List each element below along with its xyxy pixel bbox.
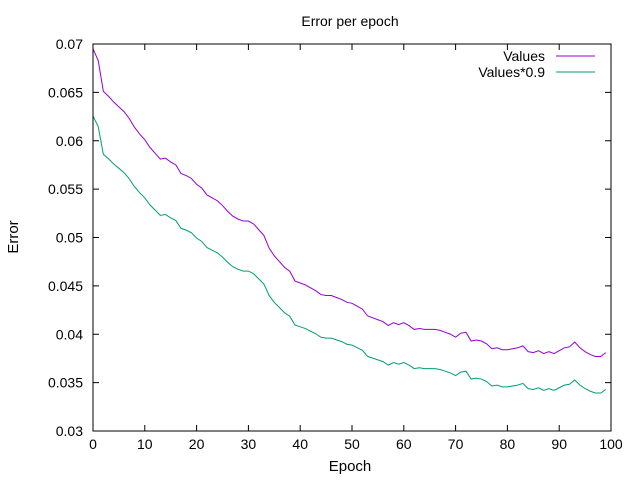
x-tick-label: 50: [344, 436, 360, 452]
chart-title: Error per epoch: [301, 13, 398, 29]
legend-label: Values*0.9: [478, 64, 545, 80]
x-tick-label: 60: [396, 436, 412, 452]
y-tick-label: 0.055: [48, 181, 83, 197]
y-tick-label: 0.07: [56, 36, 83, 52]
series-line-1: [92, 48, 607, 357]
series-layer: [92, 48, 607, 394]
y-tick-label: 0.045: [48, 278, 83, 294]
x-tick-label: 30: [241, 436, 257, 452]
y-tick-label: 0.065: [48, 84, 83, 100]
x-axis-ticks: 0 10 20 30 40 50 60 70 80 90 100: [89, 44, 623, 452]
y-tick-label: 0.05: [56, 230, 83, 246]
x-tick-label: 90: [551, 436, 567, 452]
x-tick-label: 100: [599, 436, 623, 452]
y-axis-label: Error: [5, 220, 22, 253]
y-tick-label: 0.035: [48, 375, 83, 391]
y-tick-label: 0.03: [56, 423, 83, 439]
x-axis-label: Epoch: [329, 458, 372, 475]
y-tick-label: 0.06: [56, 133, 83, 149]
series-line-2: [92, 115, 607, 394]
x-tick-label: 80: [500, 436, 516, 452]
y-axis-ticks: 0.03 0.035 0.04 0.045 0.05 0.055 0.06 0.065 0.07: [48, 36, 611, 439]
y-tick-label: 0.04: [56, 326, 83, 342]
legend-label: Values: [503, 48, 545, 64]
x-tick-label: 0: [89, 436, 97, 452]
plot-frame: [92, 43, 612, 432]
x-tick-label: 10: [137, 436, 153, 452]
x-tick-label: 20: [189, 436, 205, 452]
x-tick-label: 70: [448, 436, 464, 452]
x-tick-label: 40: [292, 436, 308, 452]
